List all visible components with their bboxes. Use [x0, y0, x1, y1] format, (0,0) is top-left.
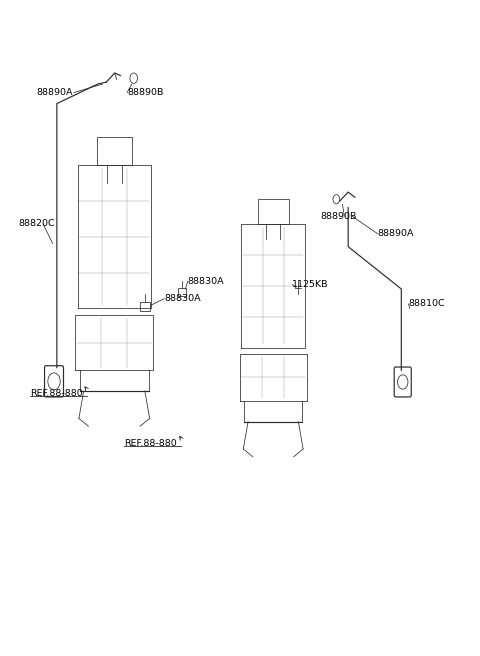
Circle shape: [397, 375, 408, 389]
Text: 88830A: 88830A: [164, 295, 201, 303]
Text: 88890B: 88890B: [127, 88, 164, 97]
Text: 88830A: 88830A: [188, 277, 225, 285]
Bar: [178, 288, 186, 297]
FancyBboxPatch shape: [45, 366, 63, 397]
Bar: [140, 302, 150, 311]
Text: 88890A: 88890A: [378, 229, 414, 238]
Text: REF.88-880: REF.88-880: [124, 440, 177, 448]
Circle shape: [48, 373, 60, 390]
Text: 88890A: 88890A: [36, 88, 73, 97]
Text: 1125KB: 1125KB: [292, 280, 329, 289]
Circle shape: [333, 195, 340, 204]
Text: 88890B: 88890B: [321, 212, 357, 220]
Text: 88810C: 88810C: [408, 299, 445, 308]
Text: REF.88-880: REF.88-880: [30, 388, 83, 398]
Text: 88820C: 88820C: [18, 219, 55, 228]
Circle shape: [130, 73, 137, 83]
FancyBboxPatch shape: [394, 367, 411, 397]
